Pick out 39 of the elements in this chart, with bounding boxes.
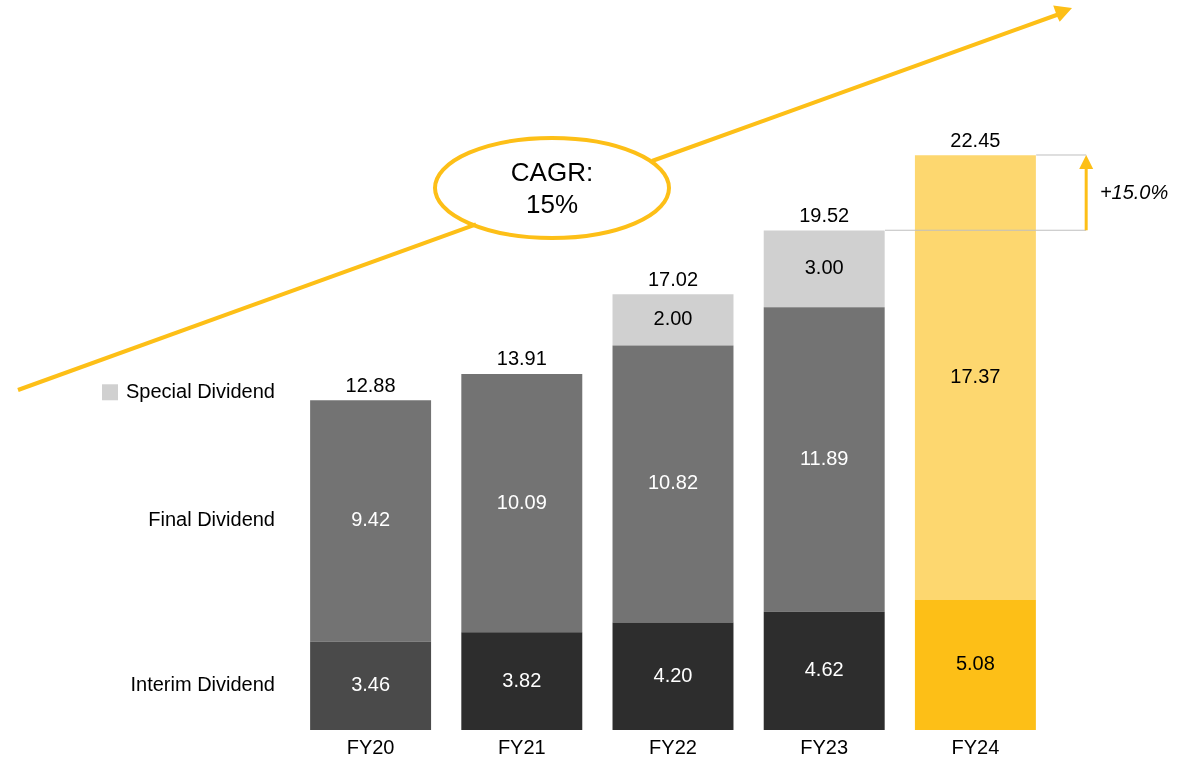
bar — [914, 599, 1036, 730]
data-label: 11.89 — [799, 447, 849, 470]
data-label: 4.20 — [653, 663, 693, 686]
total-label: 17.02 — [647, 267, 699, 290]
data-label: 9.42 — [351, 508, 391, 531]
bar — [612, 622, 734, 730]
annotation: CAGR: 15% — [509, 156, 595, 220]
data-label: 10.82 — [647, 471, 699, 494]
x-tick-label: FY21 — [497, 735, 546, 758]
data-label: 5.08 — [955, 652, 995, 675]
data-label: 4.62 — [804, 658, 844, 681]
data-label: 2.00 — [653, 307, 693, 330]
series-label: Interim Dividend — [130, 673, 275, 696]
bar — [612, 294, 734, 346]
series-label: Final Dividend — [148, 508, 275, 531]
x-tick-label: FY23 — [800, 735, 849, 758]
x-tick-label: FY20 — [346, 735, 395, 758]
bar — [310, 400, 432, 642]
legend-label: Special Dividend — [126, 379, 275, 402]
bar — [612, 345, 734, 623]
bar — [763, 611, 885, 730]
data-label: 3.82 — [502, 668, 542, 691]
total-label: 13.91 — [496, 347, 547, 370]
bar — [763, 307, 885, 612]
total-label: 19.52 — [799, 204, 850, 227]
data-label: 10.09 — [496, 490, 547, 513]
data-label: 17.37 — [950, 365, 1001, 388]
bar — [310, 641, 432, 730]
data-label: 3.00 — [804, 256, 844, 279]
x-tick-label: FY24 — [951, 735, 1000, 758]
bar — [461, 373, 583, 633]
bar — [914, 155, 1036, 600]
text: +15.0% — [1099, 180, 1169, 204]
data-label: 3.46 — [351, 673, 391, 696]
bar — [763, 230, 885, 308]
bar — [461, 632, 583, 730]
x-tick-label: FY22 — [649, 735, 697, 758]
total-label: 12.88 — [345, 373, 396, 396]
total-label: 22.45 — [950, 128, 1001, 151]
